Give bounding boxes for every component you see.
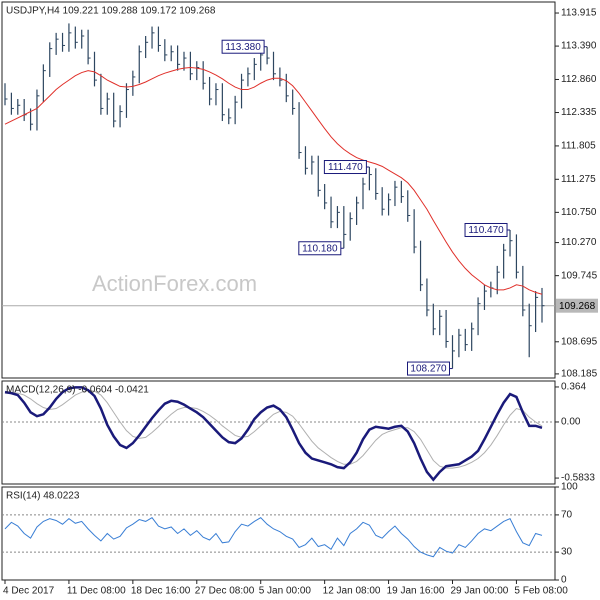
last-price-label: 109.268: [559, 301, 596, 312]
y-tick-label: 110.750: [561, 207, 597, 218]
y-tick-label: -0.5833: [561, 473, 595, 484]
annotation-label: 108.270: [410, 364, 447, 375]
x-tick-label: 11 Dec 08:00: [67, 586, 126, 597]
x-tick-label: 27 Dec 08:00: [195, 586, 255, 597]
y-tick-label: 110.270: [561, 237, 597, 248]
x-tick-label: 4 Dec 2017: [3, 586, 55, 597]
x-tick-label: 29 Jan 00:00: [451, 586, 509, 597]
pane-frame: [1, 486, 556, 581]
last-price-box: [556, 298, 598, 313]
pane-frame: [1, 1, 556, 379]
y-tick-label: 108.185: [561, 369, 598, 380]
annotation-box: [323, 160, 367, 175]
moving-average: [4, 66, 543, 295]
y-tick-label: 113.915: [561, 8, 597, 19]
macd-line: [4, 386, 543, 482]
annotation-label: 110.470: [468, 225, 504, 236]
x-tick-label: 18 Dec 16:00: [131, 586, 191, 597]
pane-frame: [1, 380, 556, 485]
y-tick-label: 0.364: [561, 382, 586, 393]
annotation-box: [407, 361, 450, 376]
y-tick-label: 111.805: [561, 141, 596, 152]
x-tick-label: 12 Jan 08:00: [323, 586, 381, 597]
y-tick-label: 100: [561, 482, 578, 493]
annotation-box: [298, 241, 342, 256]
annotation-box: [221, 39, 265, 54]
y-tick-label: 113.390: [561, 41, 597, 52]
annotation-label: 113.380: [225, 42, 261, 53]
y-tick-label: 112.335: [561, 107, 597, 118]
pane-title: RSI(14) 48.0223: [6, 491, 80, 502]
x-tick-label: 19 Jan 16:00: [387, 586, 445, 597]
y-tick-label: 30: [561, 547, 573, 558]
y-tick-label: 109.745: [561, 270, 598, 281]
y-tick-label: 0: [561, 575, 567, 586]
y-tick-label: 112.860: [561, 74, 597, 85]
y-tick-label: 70: [561, 510, 573, 521]
watermark: ActionForex.com: [92, 271, 257, 296]
pane-title: MACD(12,26,9) -0.0604 -0.0421: [6, 385, 149, 396]
y-tick-label: 0.00: [561, 417, 581, 428]
x-tick-label: 5 Feb 08:00: [514, 586, 568, 597]
annotation-box: [464, 222, 508, 237]
y-tick-label: 111.275: [561, 174, 596, 185]
pane-title: USDJPY,H4 109.221 109.288 109.172 109.26…: [6, 6, 216, 17]
signal-line: [5, 389, 543, 469]
annotation-label: 110.180: [302, 243, 338, 254]
annotation-label: 111.470: [328, 162, 363, 173]
rsi-line: [4, 517, 543, 558]
x-tick-label: 5 Jan 00:00: [259, 586, 312, 597]
y-tick-label: 108.695: [561, 336, 598, 347]
